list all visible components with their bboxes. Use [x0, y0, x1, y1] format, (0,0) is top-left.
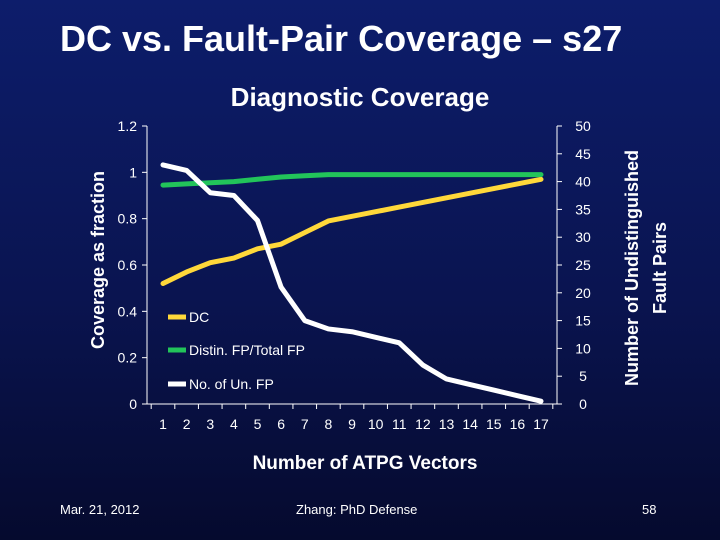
series-line-dc	[160, 176, 544, 287]
x-tick-label: 9	[348, 416, 356, 432]
y-left-tick-label: 0.8	[118, 211, 138, 227]
chart-legend: DC Distin. FP/Total FP No. of Un. FP	[168, 309, 305, 392]
y-left-tick-label: 1.2	[118, 118, 138, 134]
footer-date: Mar. 21, 2012	[60, 502, 140, 517]
slide-title: DC vs. Fault-Pair Coverage – s27	[60, 18, 623, 59]
x-tick-label: 14	[462, 416, 478, 432]
x-tick-label: 7	[301, 416, 309, 432]
x-tick-label: 16	[510, 416, 526, 432]
legend-label: Distin. FP/Total FP	[189, 342, 305, 358]
x-tick-label: 12	[415, 416, 431, 432]
x-axis-label: Number of ATPG Vectors	[253, 453, 478, 474]
y-right-tick-label: 0	[579, 396, 587, 412]
x-tick-label: 13	[439, 416, 455, 432]
x-tick-label: 5	[254, 416, 262, 432]
y-axis-right-label: Number of Undistinguished	[622, 150, 642, 386]
x-tick-label: 8	[324, 416, 332, 432]
y-axis-left-label: Coverage as fraction	[88, 171, 108, 349]
x-tick-label: 1	[159, 416, 167, 432]
series-line-distin-fp-total-fp	[160, 172, 544, 188]
x-tick-label: 4	[230, 416, 238, 432]
y-right-tick-label: 50	[575, 118, 591, 134]
x-tick-label: 17	[533, 416, 549, 432]
y-right-tick-label: 25	[575, 257, 591, 273]
y-right-tick-label: 35	[575, 201, 591, 217]
y-right-tick-label: 45	[575, 146, 591, 162]
y-right-tick-label: 20	[575, 285, 591, 301]
y-right-tick-label: 5	[579, 368, 587, 384]
page-number: 58	[642, 502, 657, 517]
y-right-tick-label: 10	[575, 340, 591, 356]
y-right-tick-label: 40	[575, 174, 591, 190]
footer-center: Zhang: PhD Defense	[296, 502, 418, 517]
y-left-tick-label: 0.6	[118, 257, 138, 273]
legend-label: No. of Un. FP	[189, 376, 274, 392]
x-tick-label: 6	[277, 416, 285, 432]
x-tick-label: 15	[486, 416, 502, 432]
y-left-tick-label: 0.2	[118, 350, 138, 366]
x-tick-label: 3	[206, 416, 214, 432]
x-tick-label: 2	[183, 416, 191, 432]
y-right-tick-label: 15	[575, 313, 591, 329]
x-tick-label: 10	[368, 416, 384, 432]
chart-series	[160, 162, 544, 404]
y-left-tick-label: 0	[129, 396, 137, 412]
y-left-tick-label: 0.4	[118, 303, 138, 319]
chart-title: Diagnostic Coverage	[231, 82, 490, 112]
y-right-tick-label: 30	[575, 229, 591, 245]
y-axis-right-label-line2: Fault Pairs	[650, 222, 670, 314]
y-left-tick-label: 1	[129, 164, 137, 180]
series-line-no-of-un-fp	[160, 162, 544, 404]
legend-label: DC	[189, 309, 209, 325]
x-tick-label: 11	[392, 416, 407, 432]
